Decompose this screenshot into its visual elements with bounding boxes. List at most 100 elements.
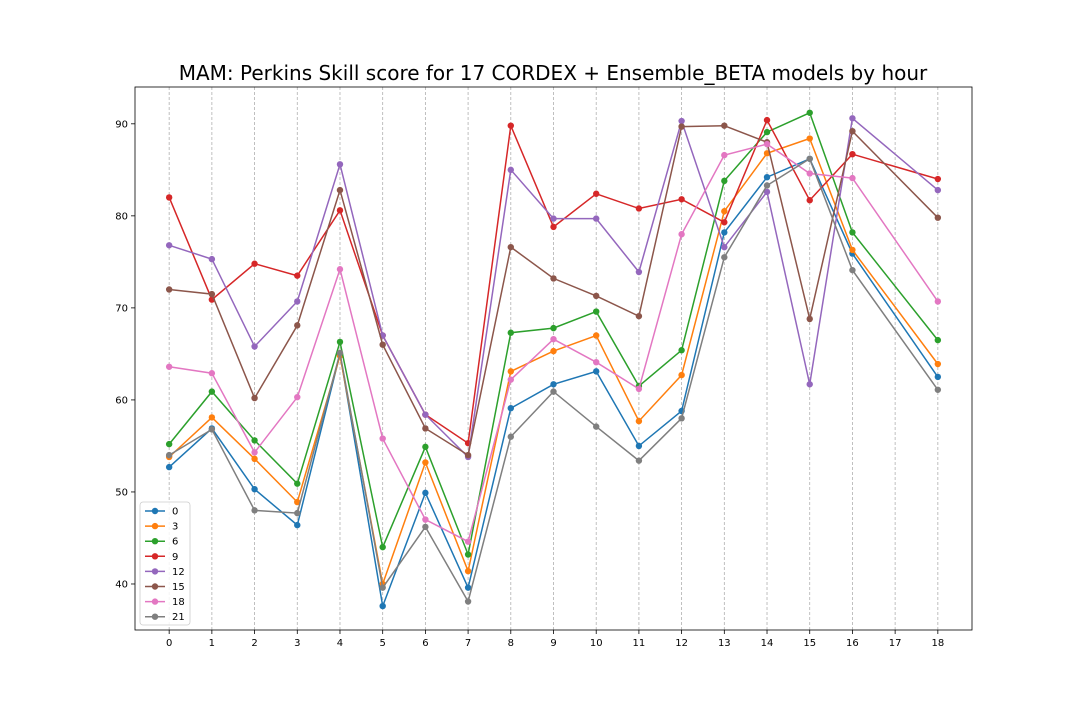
- grid: [168, 87, 939, 630]
- x-tick-label: 10: [590, 638, 603, 649]
- data-point: [678, 347, 685, 354]
- data-point: [550, 215, 557, 222]
- data-point: [251, 455, 258, 463]
- data-point: [294, 298, 301, 305]
- data-point: [721, 254, 728, 261]
- series-12: [165, 115, 942, 461]
- data-point: [208, 255, 216, 263]
- x-tick-label: 16: [846, 638, 859, 649]
- legend-label: 21: [172, 612, 185, 623]
- series-line: [168, 118, 939, 445]
- data-point: [934, 360, 942, 368]
- data-point: [294, 393, 301, 401]
- data-point: [849, 266, 856, 274]
- x-tick-label: 0: [166, 638, 172, 649]
- series-9: [165, 116, 942, 447]
- data-point: [165, 440, 173, 448]
- data-point: [934, 373, 942, 381]
- data-point: [251, 485, 258, 493]
- legend-marker: [151, 598, 159, 605]
- data-point: [934, 386, 942, 393]
- data-point: [763, 173, 771, 181]
- data-point: [464, 584, 472, 591]
- series-18: [165, 140, 942, 545]
- series-line: [169, 124, 939, 457]
- data-point: [849, 229, 856, 236]
- series-6: [165, 109, 942, 558]
- data-point: [379, 602, 386, 610]
- data-point: [464, 538, 472, 545]
- data-point: [165, 451, 173, 459]
- data-point: [934, 175, 942, 183]
- y-axis: 40 50 60 70 80 90: [115, 119, 135, 590]
- series-group: [165, 109, 942, 610]
- data-point: [678, 196, 685, 203]
- legend-item: 12: [145, 567, 185, 578]
- data-point: [550, 324, 557, 332]
- data-point: [763, 182, 771, 189]
- y-tick-label: 60: [115, 395, 128, 406]
- data-point: [379, 543, 386, 551]
- data-point: [464, 551, 472, 558]
- data-point: [336, 186, 344, 194]
- x-tick-label: 11: [633, 638, 646, 649]
- data-point: [806, 197, 813, 204]
- data-point: [422, 411, 429, 418]
- legend-label: 18: [172, 597, 185, 608]
- data-point: [251, 507, 258, 514]
- data-point: [635, 385, 643, 393]
- data-point: [806, 109, 813, 116]
- legend-label: 0: [172, 507, 178, 518]
- series-line: [169, 143, 939, 543]
- data-point: [208, 426, 216, 433]
- data-point: [678, 231, 685, 238]
- data-point: [422, 459, 429, 466]
- data-point: [763, 188, 771, 196]
- x-tick-label: 7: [465, 638, 471, 649]
- data-point: [849, 150, 856, 158]
- legend: 0 3 6 9 12 15 18 21: [139, 501, 191, 626]
- x-tick-label: 6: [422, 638, 428, 649]
- x-tick-label: 15: [803, 638, 816, 649]
- data-point: [593, 215, 600, 222]
- data-point: [208, 414, 216, 421]
- data-point: [678, 371, 685, 379]
- data-point: [678, 415, 685, 422]
- data-point: [294, 272, 301, 279]
- data-point: [251, 394, 258, 402]
- data-point: [507, 376, 514, 383]
- legend-item: 21: [145, 612, 185, 623]
- data-point: [507, 368, 514, 375]
- data-point: [336, 207, 344, 214]
- legend-item: 15: [145, 582, 185, 593]
- x-tick-label: 8: [508, 638, 514, 649]
- x-axis: 0 1 2 3 4 5 6 7 8 9 10 11 12 13 14 15 16 17 18: [166, 630, 944, 649]
- legend-marker: [151, 583, 159, 590]
- data-point: [294, 509, 301, 517]
- data-point: [849, 115, 856, 122]
- data-point: [635, 457, 643, 464]
- data-point: [593, 423, 600, 430]
- x-tick-label: 14: [761, 638, 774, 649]
- data-point: [763, 116, 771, 124]
- data-point: [379, 341, 386, 348]
- data-point: [806, 315, 813, 323]
- data-point: [251, 437, 258, 444]
- data-point: [422, 443, 429, 451]
- data-point: [550, 335, 557, 343]
- legend-item: 9: [145, 552, 178, 563]
- data-point: [721, 229, 728, 236]
- data-point: [806, 381, 813, 388]
- data-point: [635, 417, 643, 425]
- data-point: [593, 332, 600, 339]
- legend-item: 3: [145, 522, 178, 533]
- data-point: [550, 223, 557, 231]
- data-point: [507, 166, 514, 174]
- data-point: [208, 290, 216, 298]
- data-point: [165, 363, 173, 370]
- data-point: [593, 190, 600, 197]
- x-tick-label: 17: [889, 638, 902, 649]
- x-tick-label: 13: [718, 638, 731, 649]
- legend-marker: [151, 568, 159, 575]
- legend-marker: [151, 522, 159, 530]
